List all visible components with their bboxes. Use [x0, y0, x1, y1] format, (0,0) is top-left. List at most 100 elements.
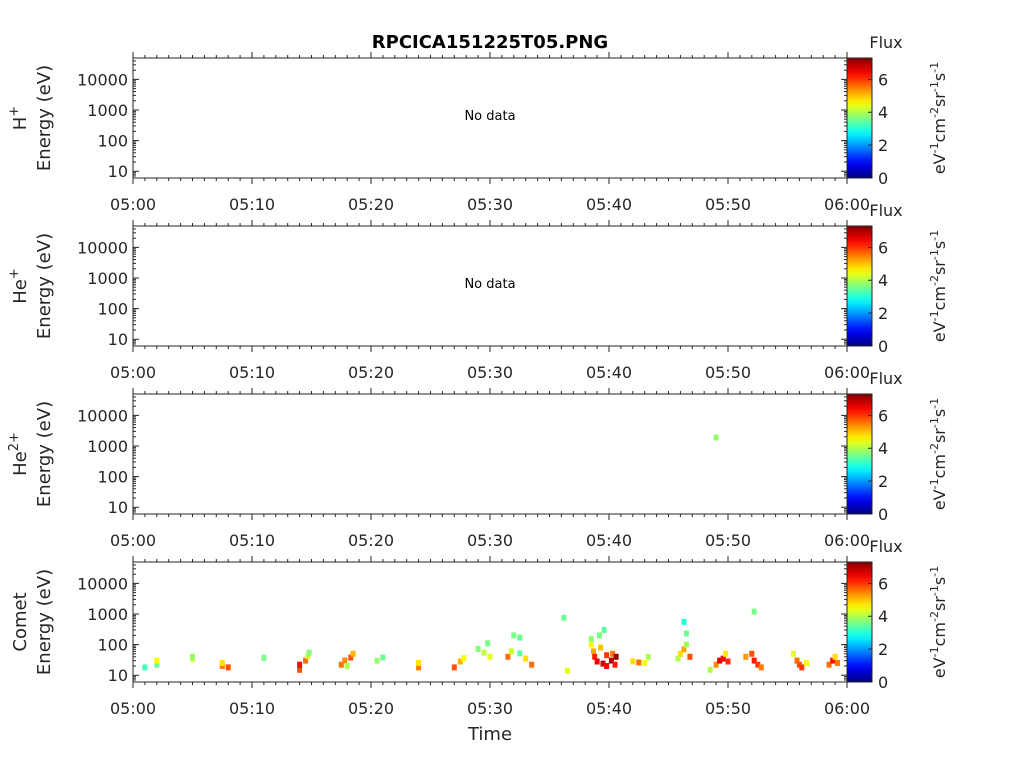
data-cell	[683, 641, 689, 648]
data-cell	[713, 661, 719, 668]
y-tick-label: 10	[108, 666, 128, 685]
data-cell	[481, 649, 487, 656]
colorbar-tick-label: 6	[878, 406, 888, 425]
panel-2: 10 100 1000 10000 05:00 05:10 05:20 05:30 05:40 0…	[7, 369, 949, 550]
colorbar-unit-label: eV-1cm-2sr-1s-1	[928, 62, 949, 174]
x-tick-label: 05:50	[705, 531, 751, 550]
y-tick-label: 10	[108, 330, 128, 349]
x-tick-label: 05:00	[110, 699, 156, 718]
data-cell	[675, 655, 681, 662]
data-cell	[225, 664, 231, 671]
x-tick-label: 05:30	[467, 195, 513, 214]
y-tick-label: 1000	[87, 437, 128, 456]
no-data-label: No data	[464, 277, 515, 292]
data-cell	[600, 660, 606, 667]
x-tick-label: 05:50	[705, 363, 751, 382]
data-cell	[604, 652, 610, 659]
data-cell	[154, 661, 160, 668]
colorbar: Flux 0 2 4 6 eV-1cm-2sr-1s-1	[846, 201, 949, 356]
y-tick-label: 100	[97, 636, 128, 655]
y-tick-label: 1000	[87, 101, 128, 120]
data-cell	[743, 653, 749, 660]
data-cell	[601, 627, 607, 633]
colorbar-unit-label: eV-1cm-2sr-1s-1	[928, 230, 949, 342]
data-cell	[561, 614, 567, 621]
data-cell	[636, 659, 642, 666]
x-tick-label: 05:20	[348, 195, 394, 214]
plot-frame	[132, 393, 848, 515]
data-cell	[297, 661, 303, 668]
data-cell	[297, 666, 303, 673]
data-cell	[597, 632, 602, 639]
data-cell	[720, 655, 726, 662]
data-cell	[683, 630, 689, 637]
data-cell	[687, 653, 693, 660]
data-cell	[380, 654, 386, 661]
data-cell	[338, 661, 344, 668]
data-cell	[613, 653, 619, 660]
data-cell	[804, 660, 809, 666]
colorbar-tick-label: 0	[878, 505, 888, 524]
data-cell	[642, 660, 648, 666]
panel-1: 10 100 1000 10000 05:00 05:10 05:20 05:30 05:40 0…	[7, 201, 949, 382]
x-tick-label: 06:00	[824, 363, 870, 382]
data-cell	[416, 664, 422, 671]
data-cell	[717, 657, 723, 664]
data-cell	[475, 646, 481, 652]
data-cell	[517, 650, 523, 657]
data-cell	[306, 649, 312, 656]
colorbar-tick-label: 2	[878, 640, 888, 659]
chart-title: RPCICA151225T05.PNG	[372, 32, 608, 53]
data-cell	[591, 648, 596, 655]
colorbar-unit-label: eV-1cm-2sr-1s-1	[928, 398, 949, 510]
data-cell	[612, 661, 618, 668]
data-cell	[751, 608, 757, 615]
colorbar-tick-label: 2	[878, 304, 888, 323]
x-tick-label: 05:00	[110, 363, 156, 382]
x-tick-label: 06:00	[824, 195, 870, 214]
plot-frame	[132, 225, 848, 347]
species-label: He2+	[7, 432, 31, 476]
y-tick-label: 1000	[87, 605, 128, 624]
data-cell	[374, 657, 380, 664]
y-tick-label: 100	[97, 300, 128, 319]
data-cell	[791, 650, 796, 657]
data-cell	[564, 667, 570, 674]
data-cell	[835, 660, 840, 666]
y-axis-label: Energy (eV)	[34, 233, 55, 339]
colorbar-tick-label: 6	[878, 574, 888, 593]
x-tick-label: 05:40	[586, 195, 632, 214]
heatmap-cells	[142, 608, 840, 674]
y-tick-label: 10000	[77, 238, 128, 257]
data-cell	[154, 657, 160, 664]
data-cell	[794, 657, 800, 664]
species-label: Comet	[10, 592, 31, 651]
y-tick-label: 10000	[77, 574, 128, 593]
data-cell	[457, 658, 463, 665]
data-cell	[142, 664, 148, 671]
colorbar-gradient	[846, 225, 873, 347]
data-cell	[713, 434, 719, 441]
x-tick-label: 05:30	[467, 699, 513, 718]
colorbar-tick-label: 2	[878, 472, 888, 491]
data-cell	[350, 650, 356, 657]
data-cell	[755, 661, 761, 668]
x-tick-label: 06:00	[824, 531, 870, 550]
colorbar-tick-label: 6	[878, 70, 888, 89]
x-tick-label: 05:20	[348, 699, 394, 718]
data-cell	[416, 660, 422, 666]
colorbar-title: Flux	[869, 369, 902, 388]
x-tick-label: 05:10	[229, 531, 275, 550]
plot-frame	[132, 57, 848, 179]
data-cell	[348, 654, 354, 661]
data-cell	[832, 653, 838, 660]
data-cell	[751, 657, 757, 664]
data-cell	[725, 658, 731, 665]
colorbar-title: Flux	[869, 537, 902, 556]
data-cell	[608, 657, 614, 664]
x-tick-label: 05:40	[586, 363, 632, 382]
y-tick-label: 10000	[77, 70, 128, 89]
colorbar-tick-label: 0	[878, 673, 888, 692]
colorbar-tick-label: 4	[878, 607, 888, 626]
